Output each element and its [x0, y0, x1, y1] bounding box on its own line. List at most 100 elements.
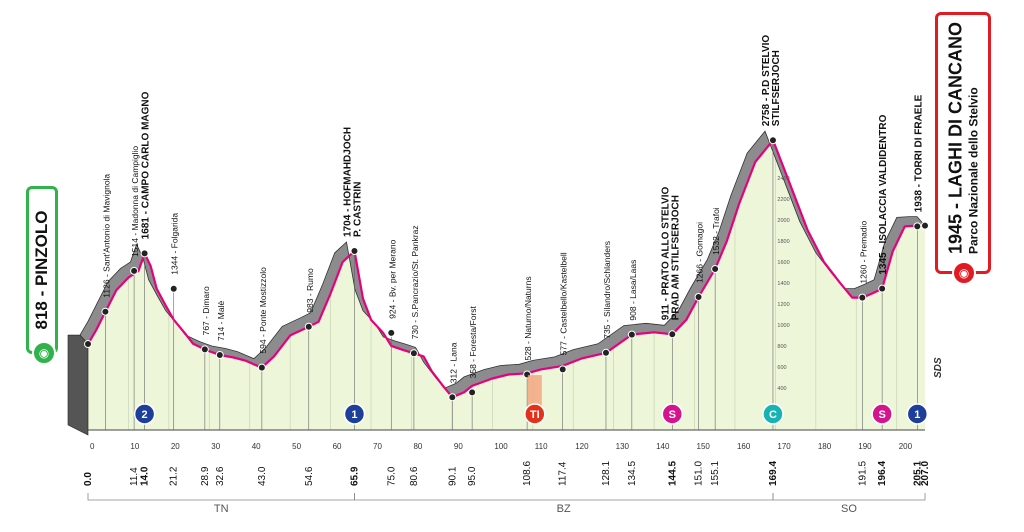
km-value-label: 95.0: [467, 466, 478, 486]
waypoint-dot: [387, 328, 396, 337]
waypoint-dot: [215, 350, 224, 359]
waypoint-dot: [627, 330, 636, 339]
region-bracket-bz: [354, 493, 774, 501]
km-label-group: 75.0: [386, 466, 397, 486]
x-tick-label-40: 40: [252, 442, 261, 451]
km-value-label: 28.9: [200, 466, 211, 486]
km-value-label: 32.6: [215, 466, 226, 486]
x-tick-label-190: 190: [858, 442, 872, 451]
km-label-group: 205.1: [912, 461, 923, 486]
km-value-label: 196.4: [877, 461, 888, 486]
x-tick-label-120: 120: [575, 442, 589, 451]
waypoint-label-group: 1532 - Trafoi: [711, 207, 721, 255]
region-label-tn: TN: [214, 503, 229, 515]
waypoint-label-group: 911 - PRATO ALLO STELVIO PRAD AM STILFSER…: [660, 187, 681, 321]
waypoint-label: 911 - PRATO ALLO STELVIO: [660, 187, 671, 321]
km-label-group: 191.5: [857, 461, 868, 486]
km-label-group: 0.0: [83, 472, 94, 486]
km-label-group: 169.4: [768, 461, 779, 486]
x-tick-label-100: 100: [494, 442, 508, 451]
marker-label-sprint: S: [669, 409, 676, 421]
waypoint-dot: [140, 249, 149, 258]
waypoint-label: 2758 - P.D STELVIO: [761, 35, 772, 127]
km-label-group: 134.5: [627, 461, 638, 486]
km-value-label: 169.4: [768, 461, 779, 486]
km-value-label: 155.1: [710, 461, 721, 486]
marker-sprint: [871, 403, 893, 425]
marker-label-sprint: S: [878, 409, 885, 421]
sprint-zone: [527, 375, 542, 408]
waypoint-label: 1344 - Folgarida: [170, 213, 180, 275]
profile-fill: [88, 140, 925, 430]
marker-gpm-2: [133, 403, 156, 425]
waypoint-label: 735 - Silandro/Schlanders: [602, 241, 612, 339]
start-wall: [67, 334, 89, 436]
km-label-group: 11.4: [129, 467, 140, 486]
region-bracket-tn: [87, 493, 355, 501]
waypoint-label-group: 1345 - ISOLACCIA VALDIDENTRO: [878, 114, 889, 274]
km-label-group: 144.5: [667, 461, 678, 486]
km-label-group: 207.0: [920, 461, 931, 486]
y-tick-label-2200: 2200: [777, 197, 789, 203]
waypoint-label-2: STILFSERJOCH: [771, 50, 782, 126]
x-tick-label-60: 60: [333, 442, 342, 451]
y-tick-label-400: 400: [777, 386, 786, 392]
km-value-label: 75.0: [386, 466, 397, 486]
x-tick-label-140: 140: [656, 442, 670, 451]
marker-gpm-1: [343, 403, 366, 425]
credit-label: SDS: [933, 357, 944, 378]
km-label-group: 54.6: [304, 466, 315, 486]
waypoint-label: 924 - Bv. per Merano: [387, 239, 397, 318]
y-tick-label-1600: 1600: [777, 260, 789, 266]
km-label-group: 128.1: [601, 461, 612, 486]
waypoint-dot: [913, 222, 922, 231]
x-tick-label-30: 30: [211, 442, 220, 451]
waypoint-label-group: 1514 - Madonna di Campiglio: [130, 146, 140, 257]
y-tick-label-1000: 1000: [777, 323, 789, 329]
waypoint-label-group: 730 - S.Pancrazio/St. Pankraz: [410, 225, 420, 339]
waypoint-label-group: 983 - Rumo: [305, 268, 315, 313]
x-tick-label-50: 50: [292, 442, 301, 451]
km-value-label: 21.2: [169, 466, 180, 486]
waypoint-label: 528 - Naturno/Naturns: [523, 276, 533, 360]
x-tick-label-130: 130: [616, 442, 630, 451]
waypoint-label-group: 312 - Lana: [448, 342, 458, 383]
start-name: 818 - PINZOLO: [32, 210, 51, 330]
waypoint-label-group: 1938 - TORRI DI FRAELE: [913, 94, 924, 212]
waypoint-label-group: 767 - Dimaro: [201, 286, 211, 335]
y-tick-label-800: 800: [777, 344, 786, 350]
km-label-group: 21.2: [169, 466, 180, 486]
marker-intermediate-sprint: [524, 403, 546, 425]
km-label-group: 28.9: [200, 466, 211, 486]
x-tick-label-160: 160: [737, 442, 751, 451]
km-value-label: 205.1: [912, 461, 923, 486]
waypoint-label-group: 1344 - Folgarida: [170, 213, 180, 275]
km-value-label: 11.4: [129, 467, 140, 486]
marker-label-gpm-2: 2: [142, 409, 148, 421]
waypoint-dot: [601, 348, 610, 357]
start-bike-icon: ◉: [32, 341, 56, 365]
km-value-label: 43.0: [257, 466, 268, 486]
y-tick-label-1800: 1800: [777, 239, 789, 245]
km-label-group: 90.1: [447, 466, 458, 486]
x-tick-label-20: 20: [171, 442, 180, 451]
km-value-label: 134.5: [627, 461, 638, 486]
km-value-label: 80.6: [409, 466, 420, 486]
x-tick-label-170: 170: [777, 442, 791, 451]
waypoint-dot: [558, 365, 567, 374]
waypoint-dot: [101, 307, 110, 316]
waypoint-dot: [257, 363, 266, 372]
waypoint-label: 1126 - Sant'Antonio di Mavignola: [101, 174, 111, 298]
x-tick-label-80: 80: [413, 442, 422, 451]
waypoint-label: 730 - S.Pancrazio/St. Pankraz: [410, 225, 420, 339]
waypoint-label-group: 358 - Foresta/Forst: [468, 305, 478, 378]
marker-cima-coppi: [762, 403, 784, 425]
waypoint-dot: [711, 265, 720, 274]
waypoint-label-group: 1126 - Sant'Antonio di Mavignola: [101, 174, 111, 298]
km-value-label: 117.4: [558, 461, 569, 486]
waypoint-label: 1938 - TORRI DI FRAELE: [913, 94, 924, 212]
waypoint-dot: [409, 349, 418, 358]
waypoint-dot: [694, 292, 703, 301]
waypoint-label-group: 735 - Silandro/Schlanders: [602, 241, 612, 339]
